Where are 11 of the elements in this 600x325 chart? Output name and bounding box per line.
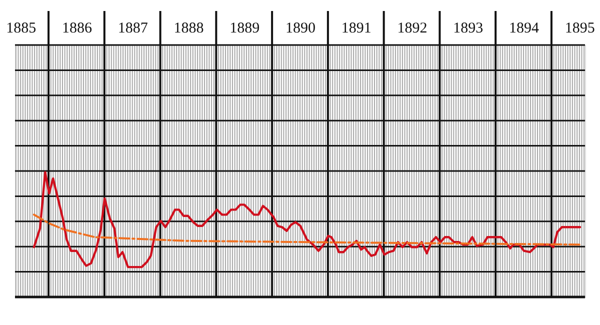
x-tick-label: 1889 [230, 20, 260, 36]
x-tick-label: 1891 [341, 20, 372, 36]
x-tick-label: 1892 [397, 20, 428, 36]
x-tick-label: 1887 [118, 20, 148, 36]
x-tick-label: 1885 [6, 20, 36, 36]
x-tick-label: 1895 [564, 20, 595, 36]
x-tick-label: 1893 [453, 20, 484, 36]
x-tick-label: 1890 [286, 20, 316, 36]
x-tick-label: 1894 [509, 20, 540, 36]
x-tick-label: 1888 [174, 20, 204, 36]
x-tick-label: 1886 [62, 20, 92, 36]
